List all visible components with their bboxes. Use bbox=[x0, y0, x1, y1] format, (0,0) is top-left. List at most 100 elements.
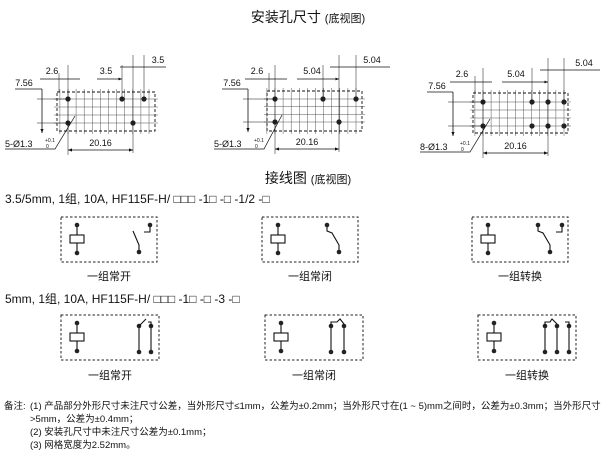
closed-contact bbox=[326, 225, 340, 252]
caption-row2-co: 一组转换 bbox=[505, 370, 549, 382]
outline-dashed bbox=[266, 90, 363, 132]
coil-symbol bbox=[69, 332, 85, 342]
first-offset-label: 2.6 bbox=[456, 69, 469, 79]
changeover-contact-lever bbox=[544, 318, 558, 326]
mounting-title-text: 安装孔尺寸 bbox=[250, 9, 321, 25]
wiring-row2-no bbox=[60, 314, 160, 361]
wiring-title: 接线图 (底视图) bbox=[0, 168, 616, 188]
coil-terminal bbox=[491, 320, 497, 326]
contact-terminal bbox=[336, 249, 342, 255]
holes-callout-label: 5-Ø1.3 bbox=[214, 139, 242, 149]
pitch-b-label: 3.5 bbox=[152, 55, 165, 65]
contact-terminal bbox=[324, 222, 330, 228]
pitch-a-label: 3.5 bbox=[100, 66, 113, 76]
span-label: 20.16 bbox=[89, 138, 112, 148]
mounting-title: 安装孔尺寸 (底视图) bbox=[0, 7, 616, 27]
coil-terminal bbox=[74, 320, 80, 326]
mounting-diagram-3: 7.56 2.6 5.04 5.04 20.16 8-Ø1.3 +0.10 bbox=[420, 58, 600, 158]
notes: 备注: (1) 产品部分外形尺寸未注尺寸公差，当外形尺寸≤1mm，公差为±0.2… bbox=[4, 400, 614, 452]
contact-terminal bbox=[535, 222, 541, 228]
callout-leader bbox=[5, 115, 76, 150]
pitch-a-label: 5.04 bbox=[507, 69, 525, 79]
outline-dashed bbox=[56, 91, 156, 132]
wiring-row1-nc bbox=[261, 216, 359, 263]
fixed-contact bbox=[565, 321, 570, 326]
contact-terminal bbox=[136, 249, 142, 255]
coil-terminal bbox=[485, 222, 491, 228]
coil-symbol bbox=[486, 332, 502, 342]
coil-terminal bbox=[491, 348, 497, 354]
coil-symbol bbox=[273, 332, 289, 342]
pitch-b-label: 5.04 bbox=[363, 55, 381, 65]
mounting-diagram-1: 7.56 2.6 3.5 3.5 20.16 5-Ø1.3 +0.10 bbox=[5, 55, 166, 155]
caption-row1-co: 一组转换 bbox=[498, 271, 542, 283]
note-2: (2) 安装孔尺寸中未注尺寸公差为±0.1mm； bbox=[30, 427, 212, 438]
relay-outline-dashed bbox=[264, 314, 364, 361]
note-3: (3) 网格宽度为2.52mm。 bbox=[30, 440, 136, 451]
relay-outline-dashed bbox=[471, 216, 569, 263]
contact-terminal bbox=[147, 222, 153, 228]
contact-terminal bbox=[554, 349, 560, 355]
first-offset-label: 2.6 bbox=[46, 66, 59, 76]
coil-terminal bbox=[485, 250, 491, 256]
coil-terminal bbox=[275, 250, 281, 256]
fixed-contact bbox=[144, 225, 151, 233]
outline-dashed bbox=[472, 92, 569, 134]
fixed-contact bbox=[556, 225, 563, 233]
coil-symbol bbox=[480, 234, 496, 244]
coil-terminal bbox=[74, 250, 80, 256]
row-pitch-label: 7.56 bbox=[428, 81, 446, 91]
wiring-row-1-label: 3.5/5mm, 1组, 10A, HF115F-H/ □□□ -1□ -□ -… bbox=[5, 192, 270, 206]
changeover-contact bbox=[537, 225, 551, 252]
tolerance-upper: +0.1 bbox=[460, 141, 470, 147]
relay-outline-dashed bbox=[60, 314, 160, 361]
relay-outline-dashed bbox=[261, 216, 359, 263]
coil-symbol bbox=[270, 234, 286, 244]
contact-terminal bbox=[566, 349, 572, 355]
contact-terminal bbox=[559, 222, 565, 228]
contact-terminal bbox=[554, 323, 560, 329]
row-pitch-label: 7.56 bbox=[15, 78, 33, 88]
caption-row1-nc: 一组常闭 bbox=[288, 271, 332, 283]
contact-terminal bbox=[341, 349, 347, 355]
contact-terminal bbox=[341, 323, 347, 329]
callout-leader bbox=[214, 114, 283, 150]
mounting-subtitle: (底视图) bbox=[324, 13, 366, 25]
closed-contact-lever bbox=[330, 318, 345, 326]
callout-leader bbox=[420, 118, 491, 153]
relay-outline-dashed bbox=[477, 314, 577, 361]
wiring-row1-co bbox=[471, 216, 569, 263]
coil-symbol bbox=[69, 234, 85, 244]
contact-terminal bbox=[547, 249, 553, 255]
span-label: 20.16 bbox=[296, 137, 319, 147]
caption-row1-no: 一组常开 bbox=[87, 271, 131, 283]
contact-terminal bbox=[542, 349, 548, 355]
wiring-title-text: 接线图 bbox=[264, 170, 307, 186]
wiring-row2-co bbox=[477, 314, 577, 361]
mounting-hole bbox=[561, 123, 567, 129]
mounting-diagram-2: 7.56 2.6 5.04 5.04 20.16 5-Ø1.3 +0.10 bbox=[214, 55, 390, 154]
span-label: 20.16 bbox=[504, 141, 527, 151]
holes-callout-label: 8-Ø1.3 bbox=[420, 142, 448, 152]
row-pitch-label: 7.56 bbox=[223, 78, 241, 88]
coil-terminal bbox=[275, 222, 281, 228]
relay-outline-dashed bbox=[60, 216, 158, 263]
notes-label: 备注: bbox=[4, 401, 26, 412]
tolerance-lower: 0 bbox=[46, 144, 49, 150]
moving-contact bbox=[132, 230, 140, 252]
fixed-contact bbox=[148, 321, 152, 326]
pitch-b-label: 5.04 bbox=[575, 58, 593, 68]
wiring-subtitle: (底视图) bbox=[310, 174, 352, 186]
coil-terminal bbox=[278, 320, 284, 326]
contact-terminal bbox=[148, 349, 154, 355]
tolerance-lower: 0 bbox=[461, 147, 464, 153]
mounting-hole bbox=[529, 123, 535, 129]
caption-row2-nc: 一组常闭 bbox=[292, 370, 336, 382]
tolerance-upper: +0.1 bbox=[45, 138, 55, 144]
first-offset-label: 2.6 bbox=[251, 66, 264, 76]
pitch-a-label: 5.04 bbox=[303, 66, 321, 76]
wiring-row-2-label: 5mm, 1组, 10A, HF115F-H/ □□□ -1□ -□ -3 -□ bbox=[5, 292, 240, 306]
tolerance-lower: 0 bbox=[255, 144, 258, 150]
contact-terminal bbox=[328, 349, 334, 355]
contact-terminal bbox=[136, 349, 142, 355]
